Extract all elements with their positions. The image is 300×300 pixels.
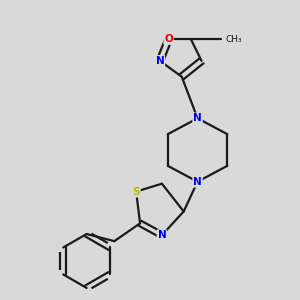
Text: N: N	[158, 230, 166, 240]
Text: N: N	[155, 56, 164, 66]
Text: CH₃: CH₃	[225, 34, 242, 43]
Text: S: S	[132, 187, 140, 196]
Text: N: N	[193, 177, 202, 187]
Text: N: N	[193, 113, 202, 123]
Text: O: O	[164, 34, 173, 44]
